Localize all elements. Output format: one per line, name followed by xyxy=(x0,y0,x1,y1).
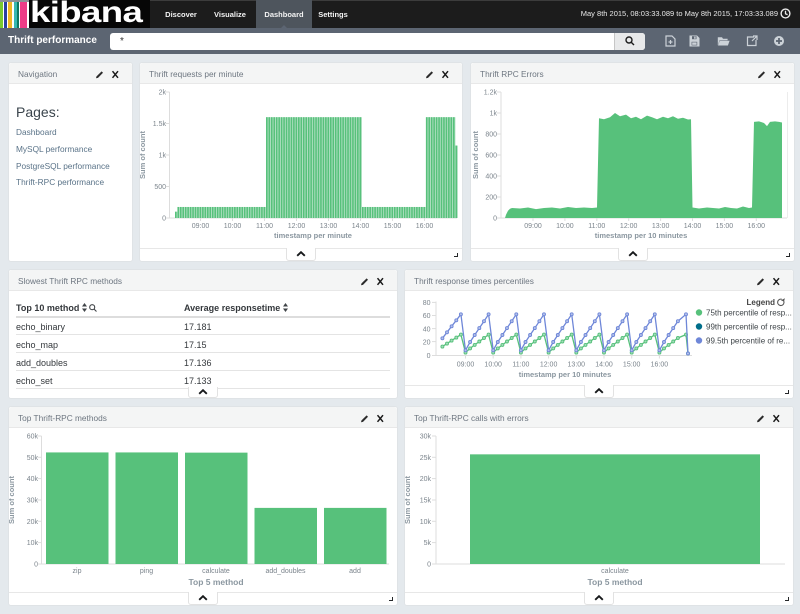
svg-text:15:00: 15:00 xyxy=(716,223,734,230)
svg-text:Sum of count: Sum of count xyxy=(140,131,147,179)
svg-text:15:00: 15:00 xyxy=(384,223,402,230)
svg-text:99.5th percentile of re...: 99.5th percentile of re... xyxy=(706,337,790,346)
svg-text:timestamp per minute: timestamp per minute xyxy=(274,231,352,240)
svg-text:500: 500 xyxy=(154,184,166,191)
svg-text:14:00: 14:00 xyxy=(352,223,370,230)
svg-text:timestamp per 10 minutes: timestamp per 10 minutes xyxy=(595,231,688,240)
svg-text:13:00: 13:00 xyxy=(320,223,338,230)
svg-text:1k: 1k xyxy=(490,111,498,118)
svg-text:add: add xyxy=(349,568,361,575)
svg-text:12:00: 12:00 xyxy=(540,362,558,369)
svg-text:0: 0 xyxy=(493,216,497,223)
svg-text:Sum of count: Sum of count xyxy=(405,476,412,524)
svg-text:11:00: 11:00 xyxy=(256,223,273,230)
svg-text:1.2k: 1.2k xyxy=(484,90,498,97)
svg-text:11:00: 11:00 xyxy=(588,223,605,230)
svg-text:Sum of count: Sum of count xyxy=(9,476,16,524)
svg-text:add_doubles: add_doubles xyxy=(265,568,306,575)
svg-text:13:00: 13:00 xyxy=(568,362,586,369)
svg-text:400: 400 xyxy=(485,174,497,181)
svg-text:60k: 60k xyxy=(27,434,39,441)
svg-text:timestamp per 10 minutes: timestamp per 10 minutes xyxy=(519,370,612,379)
svg-text:zip: zip xyxy=(73,568,82,575)
svg-text:Legend: Legend xyxy=(747,298,776,307)
svg-text:13:00: 13:00 xyxy=(652,223,670,230)
svg-text:30k: 30k xyxy=(27,498,39,505)
svg-text:14:00: 14:00 xyxy=(684,223,702,230)
svg-text:0: 0 xyxy=(162,216,166,223)
svg-text:30k: 30k xyxy=(420,434,432,441)
svg-text:99th percentile of resp...: 99th percentile of resp... xyxy=(706,323,792,332)
svg-text:1.5k: 1.5k xyxy=(153,121,167,128)
svg-text:calculate: calculate xyxy=(202,568,230,575)
svg-text:11:00: 11:00 xyxy=(512,362,529,369)
svg-text:60: 60 xyxy=(423,313,431,320)
svg-text:10k: 10k xyxy=(420,519,432,526)
svg-text:Top 5 method: Top 5 method xyxy=(188,577,243,587)
svg-text:14:00: 14:00 xyxy=(595,362,613,369)
svg-text:10:00: 10:00 xyxy=(224,223,242,230)
svg-text:50k: 50k xyxy=(27,455,39,462)
svg-text:12:00: 12:00 xyxy=(620,223,638,230)
svg-text:calculate: calculate xyxy=(601,568,629,575)
svg-text:Top 5 method: Top 5 method xyxy=(587,577,642,587)
svg-text:09:00: 09:00 xyxy=(192,223,210,230)
svg-text:20k: 20k xyxy=(420,476,432,483)
svg-text:16:00: 16:00 xyxy=(748,223,766,230)
svg-text:10k: 10k xyxy=(27,540,39,547)
svg-text:16:00: 16:00 xyxy=(416,223,434,230)
svg-text:20: 20 xyxy=(423,340,431,347)
svg-text:15k: 15k xyxy=(420,498,432,505)
svg-text:0: 0 xyxy=(427,353,431,360)
svg-text:80: 80 xyxy=(423,300,431,307)
svg-text:600: 600 xyxy=(485,153,497,160)
svg-text:0: 0 xyxy=(34,562,38,569)
svg-text:20k: 20k xyxy=(27,519,39,526)
svg-text:1k: 1k xyxy=(159,153,167,160)
svg-text:2k: 2k xyxy=(159,90,167,97)
svg-text:75th percentile of resp...: 75th percentile of resp... xyxy=(706,309,792,318)
svg-text:25k: 25k xyxy=(420,455,432,462)
svg-text:800: 800 xyxy=(485,132,497,139)
svg-text:Sum of count: Sum of count xyxy=(471,131,480,179)
svg-text:09:00: 09:00 xyxy=(524,223,542,230)
svg-text:12:00: 12:00 xyxy=(288,223,306,230)
svg-text:10:00: 10:00 xyxy=(484,362,502,369)
svg-text:09:00: 09:00 xyxy=(457,362,475,369)
svg-text:ping: ping xyxy=(140,568,153,575)
svg-text:200: 200 xyxy=(485,195,497,202)
svg-text:40: 40 xyxy=(423,326,431,333)
svg-text:15:00: 15:00 xyxy=(623,362,641,369)
svg-text:0: 0 xyxy=(427,562,431,569)
svg-text:10:00: 10:00 xyxy=(556,223,574,230)
svg-text:16:00: 16:00 xyxy=(651,362,669,369)
svg-text:5k: 5k xyxy=(424,540,432,547)
svg-text:40k: 40k xyxy=(27,476,39,483)
